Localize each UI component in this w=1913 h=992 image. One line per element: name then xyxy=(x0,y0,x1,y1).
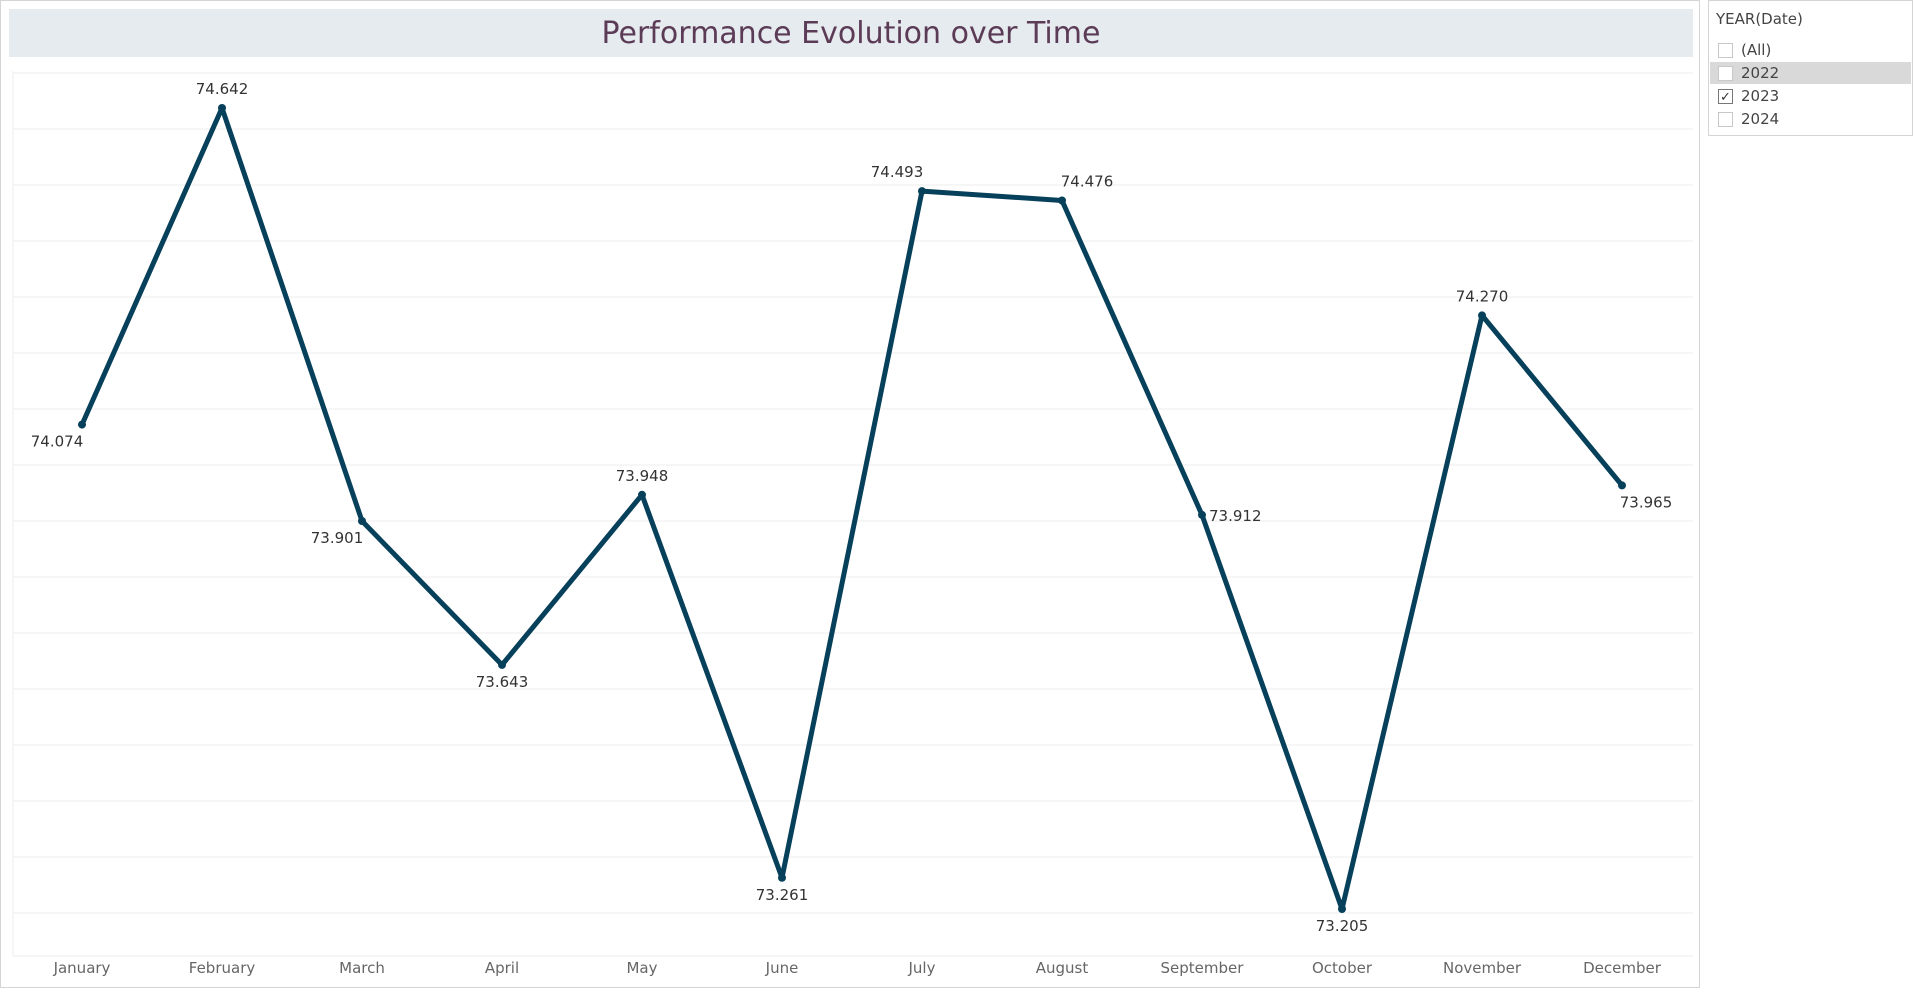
data-label: 73.643 xyxy=(476,673,529,691)
data-point[interactable] xyxy=(498,660,506,669)
data-point[interactable] xyxy=(1478,311,1486,320)
series-line xyxy=(79,105,1625,912)
chart-title: Performance Evolution over Time xyxy=(601,15,1101,51)
data-point[interactable] xyxy=(1058,196,1066,205)
x-tick-label: April xyxy=(485,959,519,977)
chart-title-bar: Performance Evolution over Time xyxy=(9,9,1693,57)
x-tick-label: November xyxy=(1443,959,1522,977)
filter-option-label: (All) xyxy=(1741,41,1772,59)
data-point[interactable] xyxy=(1338,905,1346,913)
filter-option-label: 2024 xyxy=(1741,110,1780,128)
chart-panel: Performance Evolution over Time 74.074 74… xyxy=(0,0,1700,988)
filter-option-2022[interactable]: 2022 xyxy=(1710,62,1911,84)
x-axis: January February March April May June July Augu… xyxy=(53,959,1662,977)
x-tick-label: August xyxy=(1036,959,1089,977)
data-point[interactable] xyxy=(78,420,86,429)
grid-layer xyxy=(12,71,1693,957)
data-point[interactable] xyxy=(218,104,226,112)
line-layer xyxy=(79,105,1625,912)
data-point[interactable] xyxy=(1198,510,1206,519)
data-label: 74.270 xyxy=(1456,287,1509,305)
x-tick-label: December xyxy=(1583,959,1662,977)
year-filter: YEAR(Date) (All) 2022 ✓ 2023 2024 xyxy=(1708,0,1913,136)
x-tick-label: July xyxy=(908,959,936,977)
filter-option-2024[interactable]: 2024 xyxy=(1710,108,1911,130)
x-tick-label: May xyxy=(626,959,657,977)
data-label: 73.965 xyxy=(1620,493,1673,511)
filter-option-label: 2023 xyxy=(1741,87,1780,105)
data-point[interactable] xyxy=(638,490,646,499)
x-tick-label: June xyxy=(765,959,799,977)
filter-option-label: 2022 xyxy=(1741,64,1780,82)
point-layer xyxy=(78,104,1626,913)
x-tick-label: March xyxy=(339,959,385,977)
data-label: 73.205 xyxy=(1316,917,1369,935)
data-point[interactable] xyxy=(1618,481,1626,490)
filter-title: YEAR(Date) xyxy=(1716,10,1803,28)
x-tick-label: January xyxy=(53,959,111,977)
data-label: 73.901 xyxy=(311,529,364,547)
checkbox-icon[interactable] xyxy=(1718,65,1733,81)
checkbox-checked-icon[interactable]: ✓ xyxy=(1718,88,1733,104)
data-point[interactable] xyxy=(778,873,786,882)
data-label-layer: 74.074 74.642 73.901 73.643 73.948 73.261 74.4… xyxy=(31,80,1673,935)
line-chart: 74.074 74.642 73.901 73.643 73.948 73.261 74.4… xyxy=(12,71,1693,977)
x-tick-label: September xyxy=(1161,959,1245,977)
filter-option-all[interactable]: (All) xyxy=(1710,39,1911,61)
data-label: 73.261 xyxy=(756,886,809,904)
data-label: 74.074 xyxy=(31,433,84,451)
data-point[interactable] xyxy=(358,517,366,525)
filter-option-2023[interactable]: ✓ 2023 xyxy=(1710,85,1911,107)
data-point[interactable] xyxy=(918,187,926,196)
checkbox-icon[interactable] xyxy=(1718,42,1733,58)
x-tick-label: February xyxy=(189,959,256,977)
data-label: 74.493 xyxy=(871,163,924,181)
data-label: 73.912 xyxy=(1209,507,1262,525)
data-label: 74.476 xyxy=(1061,173,1114,191)
data-label: 74.642 xyxy=(196,80,249,98)
checkbox-icon[interactable] xyxy=(1718,111,1733,127)
x-tick-label: October xyxy=(1312,959,1373,977)
data-label: 73.948 xyxy=(616,467,669,485)
